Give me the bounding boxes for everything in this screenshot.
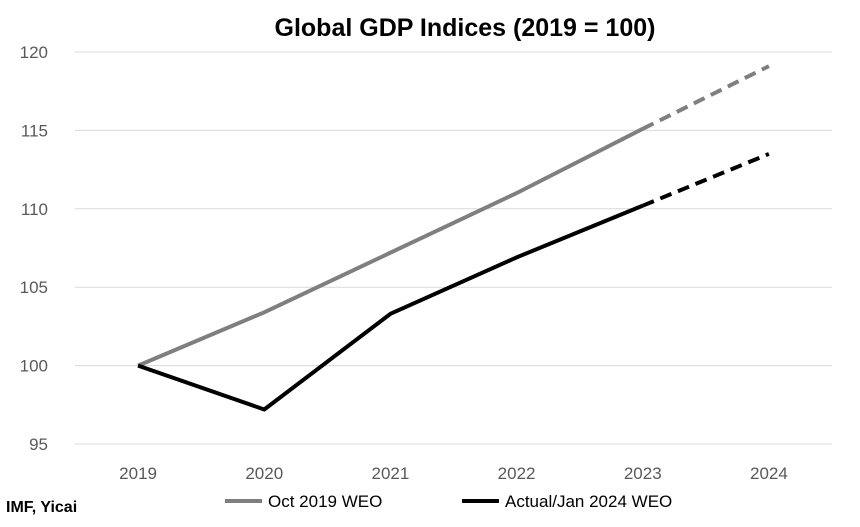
y-tick-label: 100 bbox=[20, 357, 48, 376]
x-tick-label: 2019 bbox=[119, 464, 157, 483]
x-tick-label: 2021 bbox=[372, 464, 410, 483]
x-tick-label: 2020 bbox=[245, 464, 283, 483]
series-line-solid-1 bbox=[137, 203, 644, 412]
y-tick-label: 115 bbox=[21, 121, 48, 140]
y-tick-label: 110 bbox=[21, 200, 48, 219]
series-lines bbox=[137, 64, 770, 412]
series-line-solid-0 bbox=[137, 127, 644, 368]
axis-labels: 95 100 105 110 115 120 2019 2020 2021 2022 2023 202… bbox=[20, 43, 788, 483]
x-tick-label: 2022 bbox=[498, 464, 536, 483]
chart-title: Global GDP Indices (2019 = 100) bbox=[275, 14, 656, 42]
x-tick-label: 2024 bbox=[750, 464, 788, 483]
legend: Oct 2019 WEO Actual/Jan 2024 WEO bbox=[225, 492, 672, 511]
series-line-dashed-1 bbox=[641, 152, 770, 208]
x-tick-label: 2023 bbox=[624, 464, 662, 483]
y-tick-label: 95 bbox=[29, 435, 48, 454]
legend-label-1: Actual/Jan 2024 WEO bbox=[505, 492, 672, 511]
source-note: IMF, Yicai bbox=[6, 499, 77, 516]
y-tick-label: 120 bbox=[20, 43, 48, 62]
y-tick-label: 105 bbox=[20, 278, 48, 297]
legend-label-0: Oct 2019 WEO bbox=[268, 492, 382, 511]
series-line-dashed-0 bbox=[641, 64, 770, 131]
